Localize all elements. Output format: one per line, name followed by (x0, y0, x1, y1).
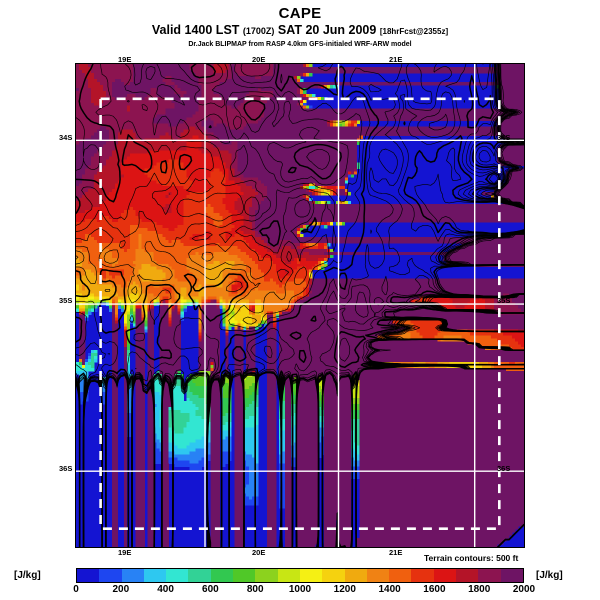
colorbar-swatch-14 (389, 569, 412, 582)
lon-label-bottom-19e: 19E (118, 548, 132, 557)
colorbar-tick-1800: 1800 (468, 584, 491, 595)
lat-label-left-34s: 34S (59, 133, 73, 142)
colorbar-swatch-11 (322, 569, 345, 582)
colorbar-swatch-5 (188, 569, 211, 582)
colorbar-tick-2000: 2000 (512, 584, 536, 595)
colorbar-tick-0: 0 (73, 584, 79, 595)
colorbar-swatch-6 (210, 569, 234, 582)
colorbar-swatch-13 (366, 569, 390, 582)
colorbar-tick-600: 600 (202, 584, 219, 595)
valid-utc-label: (1700Z) (242, 26, 275, 36)
colorbar-swatch-2 (121, 569, 144, 582)
model-attribution: Dr.Jack BLIPMAP from RASP 4.0km GFS-init… (188, 41, 412, 48)
chart-title-block: CAPE Valid 1400 LST (1700Z) SAT 20 Jun 2… (0, 0, 600, 50)
lon-label-bottom-21e: 21E (389, 548, 403, 557)
cape-color-field (76, 64, 524, 547)
colorbar-scale[interactable] (76, 568, 524, 583)
colorbar-swatch-7 (233, 569, 256, 582)
forecast-tag-label: [18hrFcst@2355z] (379, 27, 449, 36)
colorbar-block: Terrain contours: 500 ft [J/kg] [J/kg] 0… (0, 553, 600, 600)
lon-label-bottom-20e: 20E (252, 548, 266, 557)
colorbar-swatch-0 (77, 569, 100, 582)
colorbar-swatch-17 (456, 569, 479, 582)
colorbar-unit-right: [J/kg] (536, 570, 563, 581)
colorbar-swatch-18 (478, 569, 501, 582)
colorbar-swatch-3 (143, 569, 167, 582)
colorbar-swatch-16 (433, 569, 457, 582)
lat-label-right-34s: 34S (497, 133, 511, 142)
terrain-contour-note: Terrain contours: 500 ft (424, 553, 519, 563)
colorbar-unit-left: [J/kg] (14, 570, 41, 581)
colorbar-tick-800: 800 (246, 584, 264, 595)
colorbar-swatch-12 (344, 569, 367, 582)
lon-label-top-19e: 19E (118, 55, 132, 64)
lat-label-left-35s: 35S (59, 296, 73, 305)
colorbar-swatch-19 (500, 569, 523, 582)
valid-date-label: SAT 20 Jun 2009 (277, 23, 377, 37)
colorbar-swatch-10 (299, 569, 323, 582)
lat-label-right-36s: 36S (497, 464, 511, 473)
page-title: CAPE (278, 5, 322, 22)
colorbar-tick-1400: 1400 (378, 584, 401, 595)
lon-label-top-21e: 21E (389, 55, 403, 64)
colorbar-swatch-15 (411, 569, 434, 582)
colorbar-tick-400: 400 (157, 584, 174, 595)
map-plot-area[interactable] (75, 63, 525, 548)
colorbar-swatch-8 (255, 569, 278, 582)
colorbar-tick-labels: 0 200 400 600 800 1000 1200 1400 1600 1800 2000 (0, 584, 600, 598)
lat-label-right-35s: 35S (497, 296, 511, 305)
colorbar-swatch-9 (277, 569, 300, 582)
colorbar-tick-1600: 1600 (423, 584, 446, 595)
lat-label-left-36s: 36S (59, 464, 73, 473)
chart-subtitle: Valid 1400 LST (1700Z) SAT 20 Jun 2009 [… (0, 23, 600, 39)
colorbar-tick-1000: 1000 (288, 584, 312, 595)
colorbar-swatch-4 (166, 569, 189, 582)
valid-time-label: Valid 1400 LST (151, 23, 240, 37)
colorbar-swatch-1 (99, 569, 122, 582)
colorbar-tick-1200: 1200 (333, 584, 356, 595)
lon-label-top-20e: 20E (252, 55, 266, 64)
colorbar-tick-200: 200 (112, 584, 130, 595)
